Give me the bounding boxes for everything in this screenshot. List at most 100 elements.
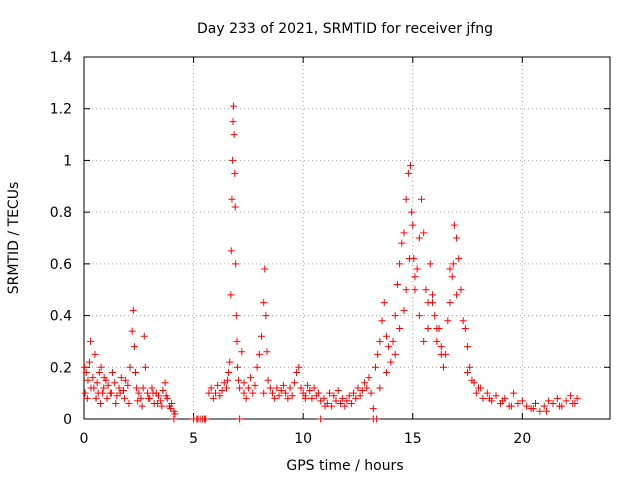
data-point: [315, 389, 323, 397]
data-point: [459, 317, 467, 325]
data-point: [84, 376, 92, 384]
y-tick-label: 1.4: [50, 50, 72, 66]
data-point: [330, 392, 338, 400]
data-point: [396, 260, 404, 268]
data-point: [485, 394, 493, 402]
data-point: [293, 368, 301, 376]
data-point: [128, 327, 136, 335]
data-point: [126, 363, 134, 371]
data-point: [253, 363, 261, 371]
data-point: [301, 394, 309, 402]
data-point: [310, 384, 318, 392]
data-point: [244, 384, 252, 392]
data-point: [536, 407, 544, 415]
y-tick-label: 0.4: [50, 309, 72, 325]
data-point: [139, 384, 147, 392]
plot-frame: [83, 56, 611, 420]
data-point: [201, 415, 209, 423]
data-point: [117, 374, 125, 382]
data-point: [461, 325, 469, 332]
data-point: [229, 118, 237, 126]
data-point: [258, 332, 266, 340]
data-point: [540, 402, 548, 410]
data-point: [437, 343, 445, 351]
data-point: [306, 387, 314, 395]
data-point: [387, 358, 395, 366]
data-point: [268, 389, 276, 397]
x-tick-label: 5: [189, 431, 198, 447]
data-point: [230, 131, 238, 139]
data-point: [231, 203, 239, 211]
data-point: [155, 392, 163, 400]
axis-ticks: 0 0.2 0.4 0.6 0.8 1 1.2 1.4 0 5 10 15 20: [50, 50, 610, 447]
data-point: [347, 399, 355, 407]
data-point: [232, 260, 240, 268]
data-point: [159, 387, 167, 395]
data-point: [380, 299, 388, 307]
data-point: [124, 381, 132, 389]
data-point: [518, 397, 526, 405]
data-point: [251, 381, 259, 389]
data-point: [352, 394, 360, 402]
x-tick-label: 15: [404, 431, 422, 447]
data-point: [418, 195, 426, 203]
x-axis-label: GPS time / hours: [286, 458, 403, 474]
data-point: [400, 229, 408, 237]
data-point: [218, 387, 226, 395]
data-point: [130, 343, 138, 351]
data-point: [499, 397, 507, 405]
data-point: [402, 195, 410, 203]
data-point: [433, 337, 441, 345]
data-point: [85, 358, 93, 366]
data-point: [205, 389, 213, 397]
data-point: [376, 384, 384, 392]
data-point: [321, 402, 329, 410]
data-point: [479, 394, 487, 402]
data-point: [90, 384, 98, 392]
data-point: [273, 384, 281, 392]
x-tick-label: 20: [513, 431, 531, 447]
data-point: [339, 394, 347, 402]
data-point: [514, 399, 522, 407]
x-tick-label: 0: [80, 431, 89, 447]
data-point: [415, 312, 423, 320]
data-point: [424, 325, 432, 332]
data-point: [249, 389, 257, 397]
data-point: [455, 255, 463, 263]
data-point: [444, 317, 452, 325]
data-point: [111, 379, 119, 387]
data-point: [261, 265, 269, 273]
data-point: [240, 389, 248, 397]
data-point: [422, 286, 430, 294]
data-point: [398, 239, 406, 247]
data-point: [336, 399, 344, 407]
data-point: [391, 312, 399, 320]
data-point: [212, 389, 219, 397]
data-point: [354, 384, 362, 392]
data-point: [304, 381, 312, 389]
data-point: [531, 399, 539, 407]
data-point: [334, 387, 342, 395]
data-point: [431, 312, 439, 320]
data-point: [363, 384, 371, 392]
data-point: [229, 102, 237, 110]
data-point: [325, 389, 333, 397]
data-point: [129, 306, 137, 314]
data-point: [466, 363, 474, 371]
data-point: [141, 363, 149, 371]
chart-title: Day 233 of 2021, SRMTID for receiver jfn…: [197, 21, 493, 37]
data-point: [343, 397, 351, 405]
data-point: [328, 402, 336, 410]
data-point: [413, 265, 421, 273]
data-point: [227, 291, 235, 299]
data-point: [224, 376, 232, 384]
data-point: [82, 368, 90, 376]
data-point: [361, 379, 369, 387]
data-point: [277, 387, 285, 395]
data-point: [382, 368, 390, 376]
data-point: [450, 221, 458, 229]
data-point: [365, 374, 373, 382]
data-point: [271, 394, 279, 402]
data-point: [411, 273, 419, 281]
grid: [84, 57, 610, 419]
